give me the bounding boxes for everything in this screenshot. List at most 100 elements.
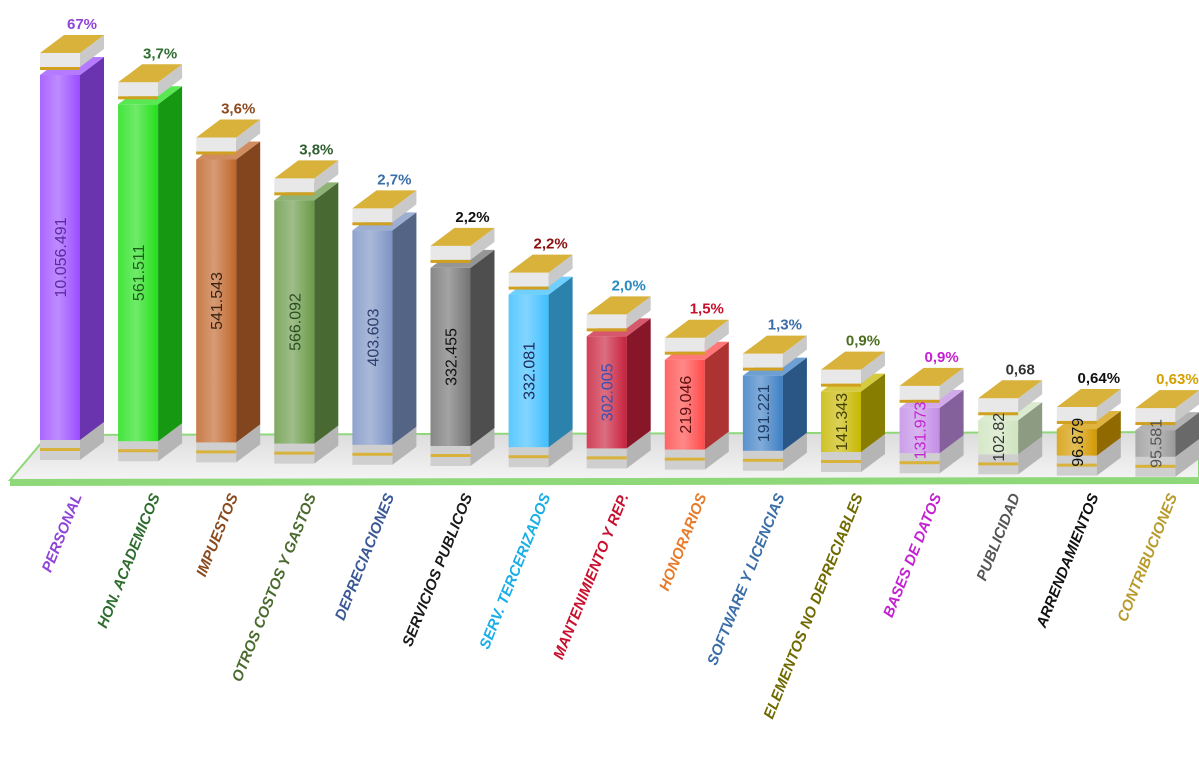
bar-pedestal-stripe [40,448,80,451]
bar-cap-stripe [508,286,549,290]
bar-cap-top [118,64,183,83]
category-label: SERVICIOS PUBLICOS [399,491,476,649]
bar: 3,7% 561.511 [118,45,183,462]
bar-pedestal-side [470,428,495,466]
bar-cap-top [978,380,1043,399]
percent-label: 0,63% [1156,371,1199,388]
bar-cap-top [508,254,573,273]
value-label: 566.092 [287,293,304,351]
bar-cap-side [1175,390,1199,423]
bar: 0,9% 141.343 [821,333,885,472]
bar-side [314,182,339,444]
value-label: 95.581 [1148,419,1165,468]
bar-pedestal-stripe [586,456,627,460]
bar-cap-top [1135,390,1199,409]
bar-cap-stripe [352,222,393,226]
percent-label: 0,68 [1006,361,1035,378]
bar-pedestal-side [626,430,651,469]
bar-pedestal-stripe [1135,464,1176,468]
bar-cap-side [470,227,495,260]
bar-gloss [586,336,627,449]
bar-pedestal-stripe [430,454,471,457]
bar-cap-front [508,272,549,287]
bar-gloss [899,407,940,454]
bar-cap-side [80,35,104,67]
percent-label: 3,7% [143,45,177,62]
bar: 2,2% 332.455 [430,209,495,466]
bar: 0,64% 96.879 [1056,370,1121,476]
category-label: BASES DE DATOS [880,491,945,620]
bar-gloss [196,159,237,443]
bar-cap-top [899,367,964,386]
bar-gloss [430,267,471,446]
bars: 67% 10.056.491 3,7% 561.511 3,6% 541.543 3,8% 5… [40,16,1199,477]
category-label: PUBLICIDAD [973,491,1023,583]
bar-side [939,389,964,454]
bar-cap-top [274,160,339,179]
value-label: 191.221 [756,384,773,442]
category-label: HON. ACADEMICOS [94,491,164,631]
bar-side [782,357,807,451]
category-label: SERV. TERCERIZADOS [476,491,554,651]
bar-pedestal-stripe [352,452,393,456]
value-label: 332.455 [444,328,461,386]
value-label: 302.005 [600,363,617,421]
bar: 1,3% 191.221 [742,317,807,471]
category-label: DEPRECIACIONES [332,491,398,623]
bar-gloss [274,200,315,444]
bar-pedestal-stripe [274,451,315,455]
category-label: SOFTWARE Y LICENCIAS [704,491,789,668]
category-label: HONORARIOS [656,491,710,593]
bar-cap-top [586,296,651,315]
bar-pedestal-side [861,434,885,472]
bar-cap-stripe [274,192,315,196]
percent-label: 3,8% [299,141,333,158]
bar-gloss [352,230,393,445]
value-label: 332.081 [522,342,539,400]
value-label: 96.879 [1070,418,1087,467]
bar-cap-front [40,53,80,67]
bar-side [1018,402,1043,455]
value-label: 561.511 [131,244,148,301]
bar-pedestal-side [1175,439,1199,477]
category-label: OTROS COSTOS Y GASTOS [229,491,320,684]
bar-gloss [508,294,549,448]
bar: 3,8% 566.092 [274,141,339,464]
bar-pedestal-side [782,432,807,471]
bar: 2,7% 403.603 [352,171,417,465]
bar-cap-front [274,178,315,193]
bar-cap-stripe [899,399,940,403]
bar-cap-stripe [196,151,237,155]
bar-cap-stripe [430,259,471,263]
category-label: MANTENIMIENTO Y REP. [550,491,632,662]
percent-label: 67% [67,16,97,33]
value-label: 10.056.491 [53,217,70,297]
bar-cap-stripe [586,328,627,332]
bar: 2,0% 302.005 [586,277,651,469]
value-label: 219.046 [678,376,695,434]
bar-pedestal-side [1018,436,1043,475]
bar: 2,2% 332.081 [508,236,573,468]
bar-cap-side [704,319,729,352]
bar-side [158,86,183,442]
bar-gloss [742,375,783,451]
bar-cap-stripe [40,67,80,70]
category-label: ARRENDAMIENTOS [1033,491,1103,631]
value-label: 541.543 [209,272,226,330]
bar-cap-top [742,335,807,354]
bar: 67% 10.056.491 [40,16,104,460]
bar-side [1096,410,1121,456]
bar-cap-top [40,35,104,53]
percent-label: 2,2% [533,236,567,253]
bar-side [548,276,573,448]
bar-cap-top [821,351,885,370]
bar-cap-side [626,296,651,329]
category-label: IMPUESTOS [193,491,242,579]
bar-pedestal-side [1096,437,1121,476]
bar-side [704,341,729,450]
bar-cap-front [352,208,393,223]
bar-side [470,249,495,446]
bar-cap-stripe [821,383,861,387]
bar-pedestal-stripe [508,455,549,459]
